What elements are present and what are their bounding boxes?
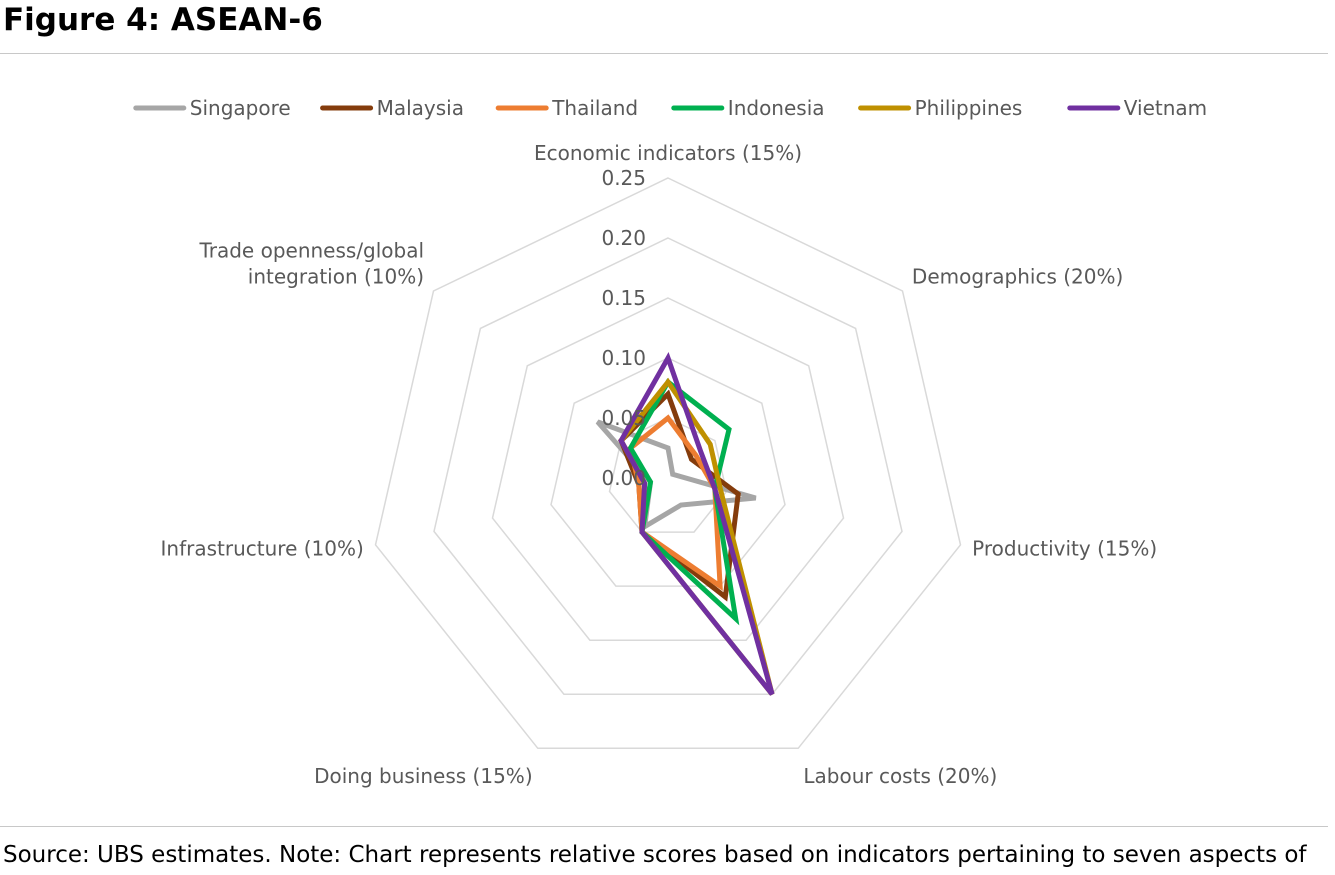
series-singapore: [595, 419, 757, 532]
grid-ring-4: [433, 237, 903, 695]
axis-label: Labour costs (20%): [803, 764, 997, 788]
legend-label: Malaysia: [377, 96, 464, 120]
grid-ring-3: [491, 297, 845, 641]
chart-legend: Singapore Malaysia Thailand Indonesia Philip…: [133, 96, 1207, 120]
grid-ring-5: [374, 177, 962, 750]
legend-label: Philippines: [915, 96, 1023, 120]
series-vietnam: [618, 351, 775, 696]
top-divider: [0, 53, 1328, 54]
grid-ring-2: [550, 357, 786, 587]
figure-title: Figure 4: ASEAN-6: [3, 2, 323, 38]
source-note: Source: UBS estimates. Note: Chart repre…: [3, 842, 1307, 868]
legend-item-vietnam: Vietnam: [1067, 96, 1207, 120]
scale-tick-label: 0.15: [601, 286, 646, 310]
legend-label: Vietnam: [1124, 96, 1207, 120]
scale-tick-label: 0.25: [601, 166, 646, 190]
axis-labels: Economic indicators (15%) Demographics (2…: [161, 141, 1158, 788]
radar-chart: Singapore Malaysia Thailand Indonesia Philip…: [133, 96, 1207, 788]
axis-label: Infrastructure (10%): [161, 536, 364, 560]
axis-label: Trade openness/global integration (10%): [198, 238, 424, 288]
legend-item-thailand: Thailand: [495, 96, 638, 120]
axis-label: Economic indicators (15%): [534, 141, 802, 165]
series-layer: [595, 351, 775, 696]
legend-label: Indonesia: [728, 96, 825, 120]
bottom-divider: [0, 826, 1328, 827]
axis-label: Demographics (20%): [912, 264, 1123, 288]
legend-item-indonesia: Indonesia: [671, 96, 825, 120]
scale-tick-label: 0.05: [601, 406, 646, 430]
radar-grid: [374, 177, 962, 750]
legend-item-singapore: Singapore: [133, 96, 291, 120]
legend-label: Singapore: [190, 96, 291, 120]
scale-tick-label: 0.20: [601, 226, 646, 250]
legend-item-philippines: Philippines: [858, 96, 1023, 120]
series-indonesia: [627, 378, 740, 626]
axis-label: Doing business (15%): [314, 764, 533, 788]
legend-label: Thailand: [551, 96, 638, 120]
axis-label: Productivity (15%): [972, 536, 1157, 560]
legend-item-malaysia: Malaysia: [320, 96, 464, 120]
scale-tick-label: 0.10: [601, 346, 646, 370]
scale-tick-label: 0.00: [601, 466, 646, 490]
scale-ticks: 0.00 0.05 0.10 0.15 0.20 0.25: [601, 166, 646, 490]
